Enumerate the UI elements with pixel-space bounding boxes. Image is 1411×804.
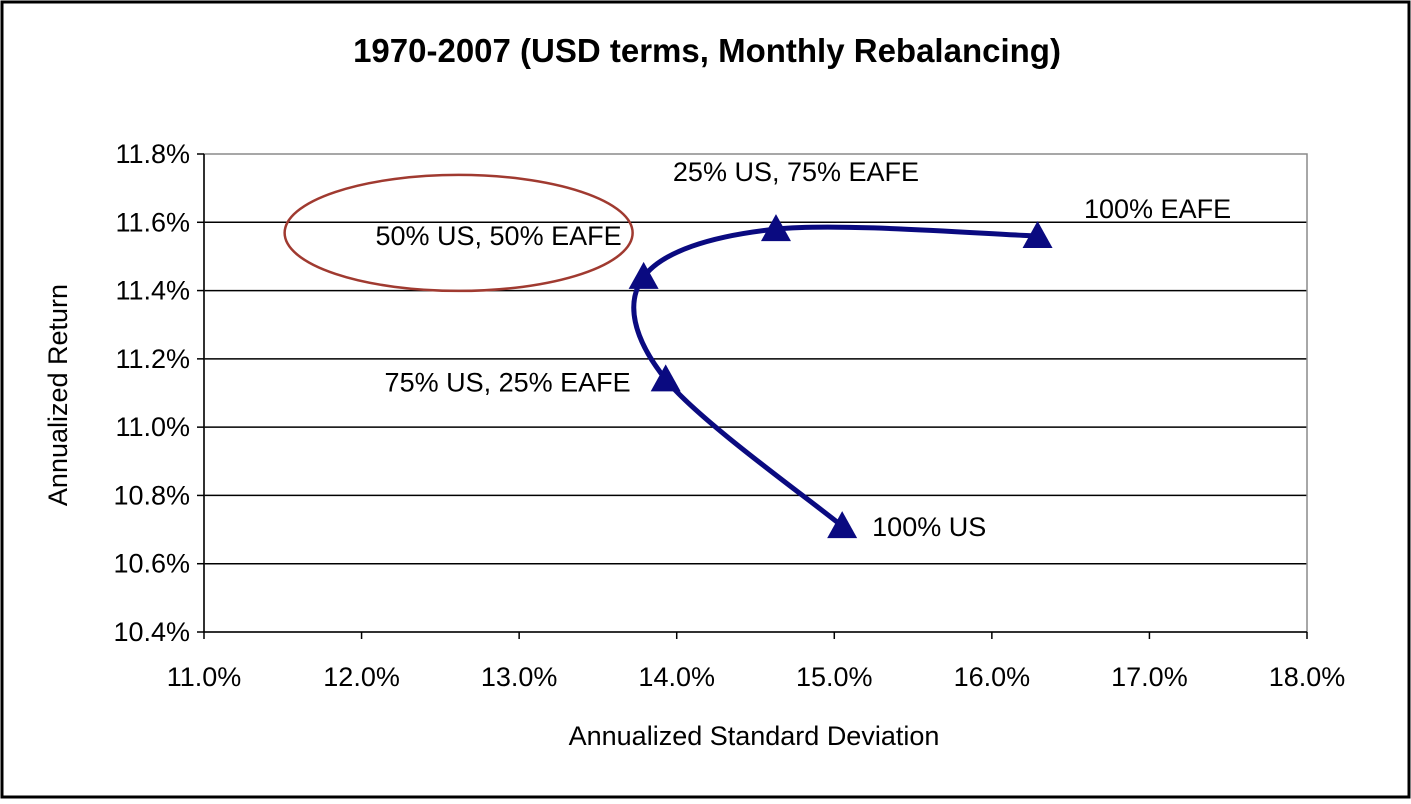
gridlines — [204, 221, 1307, 565]
point-label: 100% EAFE — [1084, 194, 1231, 224]
y-axis-label: Annualized Return — [43, 284, 73, 506]
point-label: 100% US — [872, 512, 986, 542]
x-axis: 11.0% 12.0% 13.0% 14.0% 15.0% 16.0% 17.0% 18.0% — [167, 631, 1346, 692]
x-tick-label: 16.0% — [954, 662, 1031, 692]
y-tick-label: 11.0% — [115, 412, 190, 442]
triangle-marker — [760, 214, 791, 242]
x-tick-label: 11.0% — [167, 662, 242, 692]
y-tick-label: 11.8% — [115, 139, 190, 169]
x-tick-label: 13.0% — [481, 662, 558, 692]
series — [628, 214, 1053, 539]
triangle-marker — [628, 261, 659, 289]
triangle-marker — [650, 364, 681, 392]
triangle-marker — [827, 511, 858, 539]
x-tick-label: 15.0% — [796, 662, 873, 692]
y-tick-label: 10.4% — [113, 617, 190, 647]
y-tick-label: 11.4% — [115, 276, 190, 306]
x-tick-label: 12.0% — [323, 662, 400, 692]
y-tick-label: 10.6% — [113, 549, 190, 579]
point-label: 75% US, 25% EAFE — [385, 367, 631, 397]
y-tick-label: 10.8% — [113, 480, 190, 510]
highlight-ellipse — [283, 173, 634, 293]
triangle-marker — [1022, 220, 1053, 248]
y-axis: 11.8% 11.6% 11.4% 11.2% 11.0% 10.8% 10.6% 10.4% — [113, 139, 205, 647]
x-tick-label: 14.0% — [638, 662, 715, 692]
point-label: 25% US, 75% EAFE — [673, 157, 919, 187]
y-tick-label: 11.2% — [115, 344, 190, 374]
point-label: 50% US, 50% EAFE — [375, 221, 621, 251]
point-labels: 100% US 75% US, 25% EAFE 50% US, 50% EAFE 2… — [375, 157, 1231, 542]
chart-title: 1970-2007 (USD terms, Monthly Rebalancin… — [353, 32, 1061, 69]
x-tick-label: 17.0% — [1111, 662, 1188, 692]
x-tick-label: 18.0% — [1269, 662, 1346, 692]
x-axis-label: Annualized Standard Deviation — [569, 721, 940, 751]
y-tick-label: 11.6% — [115, 207, 190, 237]
